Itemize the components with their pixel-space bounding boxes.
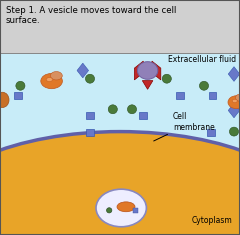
Ellipse shape xyxy=(50,71,62,80)
Ellipse shape xyxy=(162,74,171,83)
Bar xyxy=(139,112,147,118)
Bar xyxy=(14,92,22,98)
Ellipse shape xyxy=(117,202,135,212)
Bar xyxy=(209,92,216,98)
Ellipse shape xyxy=(16,81,25,90)
Ellipse shape xyxy=(41,73,62,89)
Ellipse shape xyxy=(232,99,237,102)
Ellipse shape xyxy=(199,81,209,90)
Ellipse shape xyxy=(46,78,53,82)
Ellipse shape xyxy=(107,208,112,213)
Ellipse shape xyxy=(229,98,239,107)
Bar xyxy=(176,92,184,98)
Ellipse shape xyxy=(0,132,240,235)
Bar xyxy=(86,129,94,136)
FancyBboxPatch shape xyxy=(0,53,240,54)
Text: Cell
membrane: Cell membrane xyxy=(154,112,215,141)
Ellipse shape xyxy=(137,62,158,79)
Ellipse shape xyxy=(228,96,240,109)
Polygon shape xyxy=(77,63,89,78)
Polygon shape xyxy=(228,67,240,81)
Bar xyxy=(133,208,138,213)
Bar xyxy=(0,0,240,53)
Polygon shape xyxy=(134,61,143,80)
Bar xyxy=(0,53,240,235)
Polygon shape xyxy=(142,81,153,89)
Text: Cytoplasm: Cytoplasm xyxy=(192,216,233,225)
Ellipse shape xyxy=(96,189,146,227)
Text: Step 1. A vesicle moves toward the cell
surface.: Step 1. A vesicle moves toward the cell … xyxy=(6,6,176,25)
Ellipse shape xyxy=(235,94,240,101)
Ellipse shape xyxy=(0,92,9,108)
Ellipse shape xyxy=(85,74,95,83)
Bar xyxy=(207,129,215,136)
Ellipse shape xyxy=(229,127,239,136)
Polygon shape xyxy=(228,103,240,118)
Text: Extracellular fluid: Extracellular fluid xyxy=(168,55,236,64)
Bar xyxy=(86,112,94,118)
Ellipse shape xyxy=(127,105,137,114)
Polygon shape xyxy=(152,61,161,80)
Ellipse shape xyxy=(108,105,117,114)
